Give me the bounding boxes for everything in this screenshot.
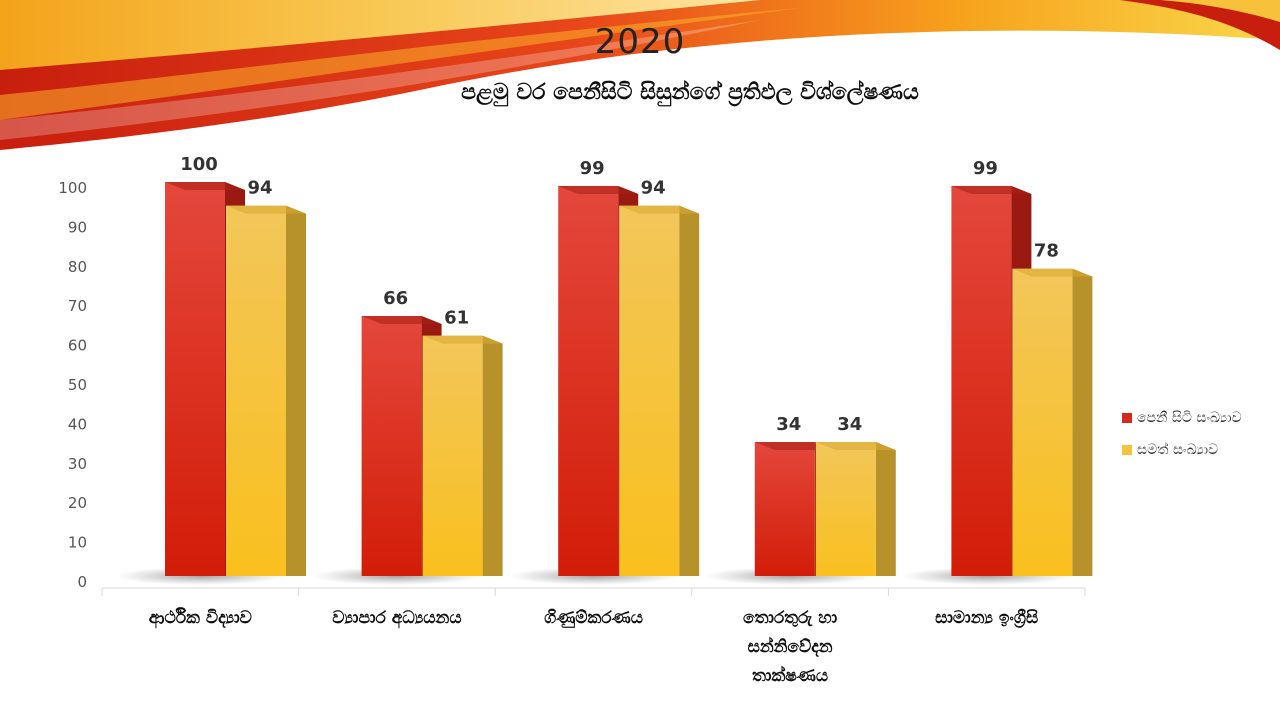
bar-side bbox=[1072, 268, 1093, 576]
y-tick-label: 80 bbox=[68, 258, 87, 276]
x-tick-label: ව්‍යාපාර අධ්‍යයනය bbox=[332, 608, 462, 628]
y-tick-label: 60 bbox=[68, 337, 87, 355]
x-tick-label: ගිණුම්කරණය bbox=[544, 608, 643, 628]
y-tick-label: 10 bbox=[68, 534, 87, 552]
data-label: 100 bbox=[180, 154, 218, 175]
bar bbox=[558, 185, 619, 576]
data-label: 99 bbox=[973, 158, 998, 179]
bar-top bbox=[754, 442, 835, 451]
bar bbox=[754, 442, 815, 576]
x-tick-label: සාමාන්‍ය ඉංග්‍රීසි bbox=[935, 608, 1039, 628]
y-tick-label: 90 bbox=[68, 218, 87, 236]
bar-top bbox=[619, 205, 700, 214]
y-tick-label: 30 bbox=[68, 455, 87, 473]
bar-top bbox=[815, 442, 896, 451]
y-tick-label: 0 bbox=[77, 573, 87, 591]
bar bbox=[815, 442, 876, 576]
bar-top bbox=[951, 185, 1032, 194]
legend-label-appeared: පෙනී සිටි සංඛ්‍යාව bbox=[1137, 410, 1242, 426]
bar bbox=[226, 205, 286, 576]
bar bbox=[1012, 268, 1073, 576]
y-tick-label: 50 bbox=[68, 376, 87, 394]
data-label: 61 bbox=[444, 308, 469, 329]
chart-subtitle: පළමු වර පෙනීසිටි සිසුන්ගේ ප්‍රතිඵල විශ්ල… bbox=[461, 80, 919, 105]
legend-swatch-passed bbox=[1122, 445, 1132, 455]
legend: පෙනී සිටි සංඛ්‍යාව සමත් සංඛ්‍යාව bbox=[1122, 402, 1242, 466]
data-label: 34 bbox=[776, 414, 801, 435]
legend-item-appeared: පෙනී සිටි සංඛ්‍යාව bbox=[1122, 402, 1242, 434]
data-label: 66 bbox=[383, 288, 408, 309]
data-label: 78 bbox=[1034, 241, 1059, 262]
bar bbox=[422, 335, 483, 576]
y-tick-label: 100 bbox=[58, 179, 87, 197]
bar-top bbox=[361, 315, 442, 324]
data-label: 94 bbox=[247, 178, 272, 199]
legend-label-passed: සමත් සංඛ්‍යාව bbox=[1137, 442, 1219, 458]
bar bbox=[951, 185, 1012, 576]
bar-side bbox=[482, 335, 503, 576]
legend-swatch-appeared bbox=[1122, 413, 1132, 423]
bar-top bbox=[422, 335, 503, 344]
y-tick-label: 40 bbox=[68, 415, 87, 433]
x-tick-label: තොරතුරු හා සන්නිවේදන තාක්ෂණය bbox=[743, 608, 838, 686]
data-label: 99 bbox=[580, 158, 605, 179]
y-tick-label: 20 bbox=[68, 494, 87, 512]
x-tick-label: ආර්ථික විද්‍යාව bbox=[148, 608, 252, 628]
chart-title: 2020 bbox=[594, 22, 686, 62]
bar-top bbox=[558, 185, 639, 194]
data-label: 94 bbox=[641, 178, 666, 199]
bar bbox=[619, 205, 680, 576]
bar-side bbox=[679, 205, 700, 576]
bar-top bbox=[165, 182, 245, 190]
legend-item-passed: සමත් සංඛ්‍යාව bbox=[1122, 434, 1242, 466]
bar-side bbox=[286, 205, 306, 576]
bar bbox=[361, 315, 422, 576]
bar-top bbox=[1012, 268, 1093, 277]
bar-top bbox=[226, 205, 306, 214]
y-tick-label: 70 bbox=[68, 297, 87, 315]
bar bbox=[165, 182, 225, 576]
bar-side bbox=[875, 442, 896, 576]
data-label: 34 bbox=[837, 414, 862, 435]
decorative-swoosh bbox=[0, 0, 1280, 150]
